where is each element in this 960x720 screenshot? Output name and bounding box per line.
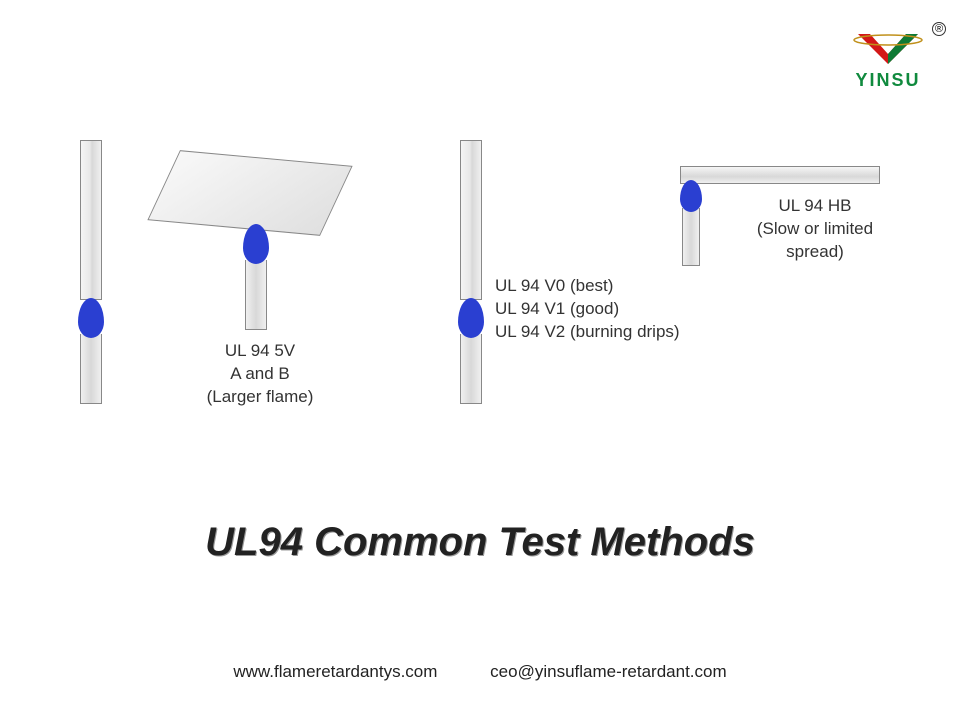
burner-tube — [682, 208, 700, 266]
logo-mark: ® — [848, 28, 928, 68]
burner-hb — [680, 180, 702, 266]
label-v-line1: UL 94 V0 (best) — [495, 276, 613, 295]
burner-5v-a — [80, 298, 102, 404]
label-hb: UL 94 HB (Slow or limited spread) — [740, 195, 890, 264]
flame-icon — [458, 298, 484, 338]
label-5v-line2: A and B — [230, 364, 290, 383]
logo: ® YINSU — [848, 28, 928, 91]
flame-icon — [243, 224, 269, 264]
flame-icon — [78, 298, 104, 338]
burner-5v-b — [245, 224, 267, 330]
diagram-area: UL 94 5V A and B (Larger flame) UL 94 V0… — [70, 140, 890, 440]
label-hb-line2: (Slow or limited — [757, 219, 873, 238]
logo-text: YINSU — [848, 70, 928, 91]
footer-website: www.flameretardantys.com — [233, 662, 437, 681]
burner-tube — [245, 260, 267, 330]
label-5v-line3: (Larger flame) — [207, 387, 314, 406]
specimen-hb-horizontal — [680, 166, 880, 184]
burner-tube — [460, 334, 482, 404]
specimen-5v-vertical — [80, 140, 102, 300]
registered-mark: ® — [932, 22, 946, 36]
label-v-line2: UL 94 V1 (good) — [495, 299, 619, 318]
flame-icon — [680, 180, 702, 212]
footer-email: ceo@yinsuflame-retardant.com — [490, 662, 726, 681]
label-5v-line1: UL 94 5V — [225, 341, 295, 360]
footer: www.flameretardantys.com ceo@yinsuflame-… — [0, 662, 960, 682]
label-hb-line1: UL 94 HB — [778, 196, 851, 215]
label-v-line3: UL 94 V2 (burning drips) — [495, 322, 680, 341]
page-title: UL94 Common Test Methods — [0, 520, 960, 565]
burner-tube — [80, 334, 102, 404]
label-v: UL 94 V0 (best) UL 94 V1 (good) UL 94 V2… — [495, 275, 725, 344]
specimen-v-vertical — [460, 140, 482, 300]
specimen-5v-plaque — [147, 150, 352, 236]
burner-v — [460, 298, 482, 404]
label-hb-line3: spread) — [786, 242, 844, 261]
label-5v: UL 94 5V A and B (Larger flame) — [180, 340, 340, 409]
